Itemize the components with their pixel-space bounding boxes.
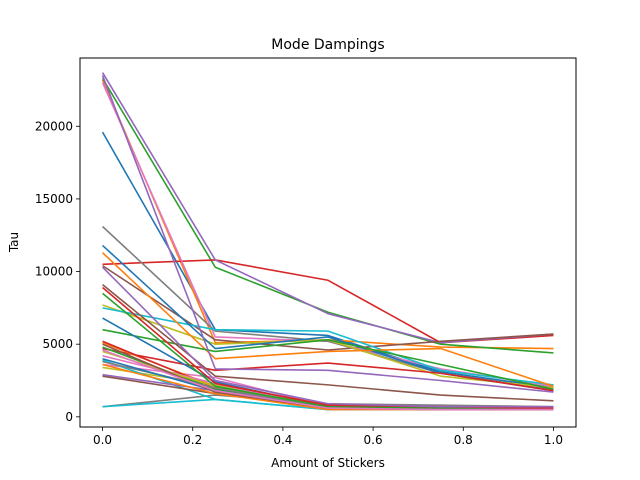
y-tick-label: 5000 [42, 337, 73, 351]
plot-area-frame [79, 57, 577, 428]
y-tick-label: 20000 [35, 119, 73, 133]
x-axis-label: Amount of Stickers [271, 456, 385, 470]
x-tick-label: 0.4 [273, 433, 292, 447]
series-line-14 [102, 347, 554, 392]
series-line-13 [102, 328, 554, 391]
y-axis-label: Tau [7, 232, 21, 253]
x-axis: 0.0 0.2 0.4 0.6 0.8 1.0 [93, 427, 563, 447]
y-tick-label: 10000 [35, 265, 73, 279]
series-line-15 [101, 75, 554, 393]
x-tick-label: 0.8 [454, 433, 473, 447]
series-line-35 [101, 266, 554, 408]
x-tick-label: 0.6 [364, 433, 383, 447]
x-tick-label: 0.0 [93, 433, 112, 447]
y-tick-label: 15000 [35, 192, 73, 206]
series-layer [101, 72, 554, 411]
series-line-5 [101, 72, 554, 344]
x-tick-label: 0.2 [183, 433, 202, 447]
y-axis: 0 5000 10000 15000 20000 [35, 119, 80, 424]
series-line-12 [102, 252, 554, 388]
series-line-16 [102, 284, 554, 402]
x-tick-label: 1.0 [544, 433, 563, 447]
chart-title: Mode Dampings [271, 37, 384, 53]
series-line-33 [102, 292, 554, 409]
series-line-1 [101, 131, 554, 389]
y-tick-label: 0 [65, 410, 73, 424]
series-line-37 [102, 349, 554, 411]
series-line-3 [101, 77, 554, 354]
